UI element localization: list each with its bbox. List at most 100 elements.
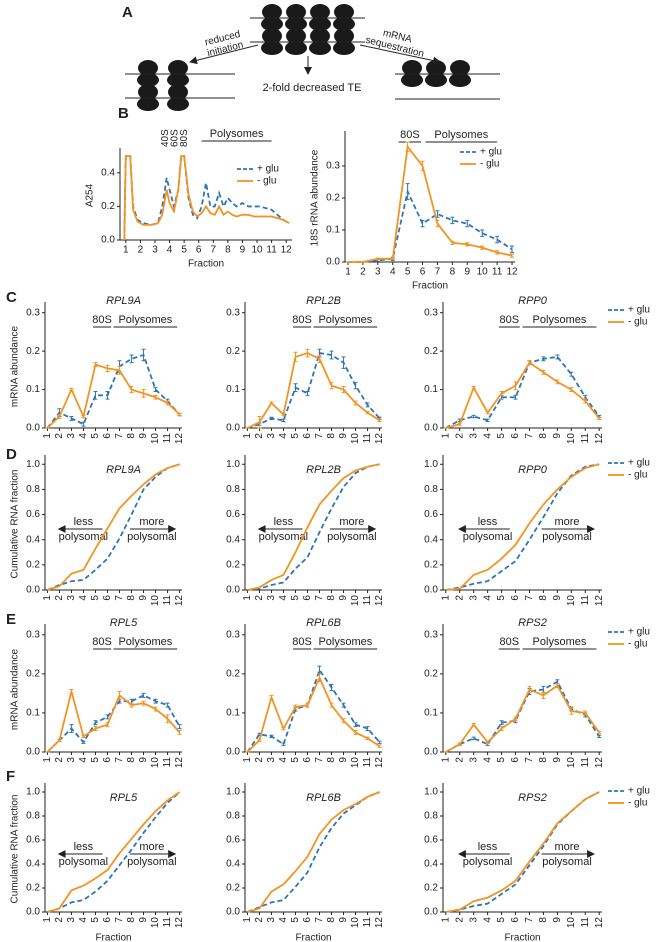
error-bar (465, 242, 470, 247)
note-line: more (554, 841, 579, 853)
y-tick-label: 1.0 (26, 459, 40, 470)
right-arrow-label: mRNAsequestration (364, 24, 428, 60)
error-bar (269, 401, 274, 405)
error-bar (257, 738, 262, 742)
y-tick-label: 0.2 (226, 669, 240, 680)
error-bar (93, 720, 98, 726)
error-bar (81, 734, 86, 739)
chart-title: RPL2B (306, 295, 341, 307)
error-bar (165, 400, 170, 406)
x-tick-label: 8 (538, 595, 549, 601)
y-tick-label: 0.1 (26, 384, 40, 395)
error-bar (569, 371, 574, 377)
x-tick-label: 7 (114, 595, 125, 601)
y-tick-label: 0.0 (326, 257, 340, 268)
note-line: more (339, 516, 364, 528)
x-tick-label: 3 (66, 757, 77, 763)
y-tick-label: 0.3 (26, 307, 40, 318)
bracket-label: Polysomes (533, 636, 587, 648)
series-line (445, 361, 600, 429)
peak-label: 60S (169, 129, 180, 147)
y-tick-label: 0.0 (101, 235, 115, 246)
note-line: polysomal (127, 856, 177, 868)
error-bar (129, 354, 134, 364)
y-tick-label: 0.2 (424, 346, 438, 357)
y-tick-label: 0.0 (26, 907, 40, 918)
error-bar (597, 730, 602, 735)
center-label: 2-fold decreased TE (263, 82, 362, 94)
x-tick-label: 3 (66, 917, 77, 923)
error-bar (420, 219, 425, 228)
x-tick-label: 3 (468, 757, 479, 763)
series-line (247, 463, 380, 591)
x-tick-label: 4 (278, 757, 289, 763)
y-tick-label: 0.4 (26, 859, 40, 870)
x-tick-label: 3 (375, 267, 381, 278)
panel-label: F (6, 768, 15, 785)
y-tick-label: 0.0 (424, 907, 438, 918)
x-tick-label: 6 (102, 433, 113, 439)
series-line (46, 694, 181, 753)
x-tick-label: 3 (468, 917, 479, 923)
error-bar (420, 160, 425, 172)
error-bar (305, 702, 310, 708)
y-tick-label: 0.6 (424, 835, 438, 846)
x-tick-label: 10 (350, 757, 361, 769)
legend-label: - glu (480, 159, 499, 170)
x-tick-label: 10 (566, 757, 577, 769)
legend-label: - glu (628, 639, 647, 650)
y-tick-label: 0.6 (26, 509, 40, 520)
y-tick-label: 0.8 (226, 811, 240, 822)
x-tick-label: 1 (440, 433, 451, 439)
x-tick-label: 11 (362, 917, 373, 928)
y-axis-label: Cumulative RNA fraction (10, 470, 21, 579)
x-tick-label: 9 (138, 433, 149, 439)
y-tick-label: 0.8 (26, 484, 40, 495)
series-line (247, 352, 381, 429)
legend-label: + glu (257, 164, 279, 175)
error-bar (485, 418, 490, 422)
error-bar (57, 738, 62, 742)
error-bar (597, 734, 602, 739)
error-bar (435, 219, 440, 228)
y-tick-label: 0.3 (226, 629, 240, 640)
chart-title: RPP0 (518, 295, 548, 307)
y-tick-label: 0.3 (326, 161, 340, 172)
y-tick-label: 0.2 (226, 883, 240, 894)
x-tick-label: 5 (90, 917, 101, 923)
x-tick-label: 6 (302, 917, 313, 923)
error-bar (513, 716, 518, 722)
x-tick-label: 7 (314, 595, 325, 601)
y-tick-label: 0.1 (424, 384, 438, 395)
y-axis-label: 18S rRNA abundance (310, 149, 321, 246)
x-tick-label: 12 (374, 433, 385, 445)
error-bar (293, 383, 298, 392)
error-bar (569, 387, 574, 392)
x-tick-label: 4 (78, 433, 89, 439)
error-bar (405, 141, 410, 153)
chart-title: RPP0 (518, 464, 548, 476)
x-tick-label: 11 (266, 245, 277, 256)
x-tick-label: 8 (326, 917, 337, 923)
series-line (445, 684, 600, 753)
panel-label: C (6, 289, 17, 306)
series-line (445, 463, 600, 591)
x-tick-label: 7 (524, 595, 535, 601)
x-tick-label: 5 (290, 917, 301, 923)
error-bar (457, 742, 462, 746)
error-bar (257, 415, 262, 429)
error-bar (69, 724, 74, 733)
error-bar (555, 354, 560, 360)
x-tick-label: 12 (374, 917, 385, 929)
error-bar (513, 394, 518, 400)
error-bar (117, 690, 122, 700)
x-tick-label: 2 (454, 595, 465, 601)
y-tick-label: 0.3 (226, 307, 240, 318)
x-tick-label: 1 (440, 595, 451, 601)
series-line (247, 791, 380, 913)
x-tick-label: 7 (314, 757, 325, 763)
x-tick-label: 2 (254, 757, 265, 763)
